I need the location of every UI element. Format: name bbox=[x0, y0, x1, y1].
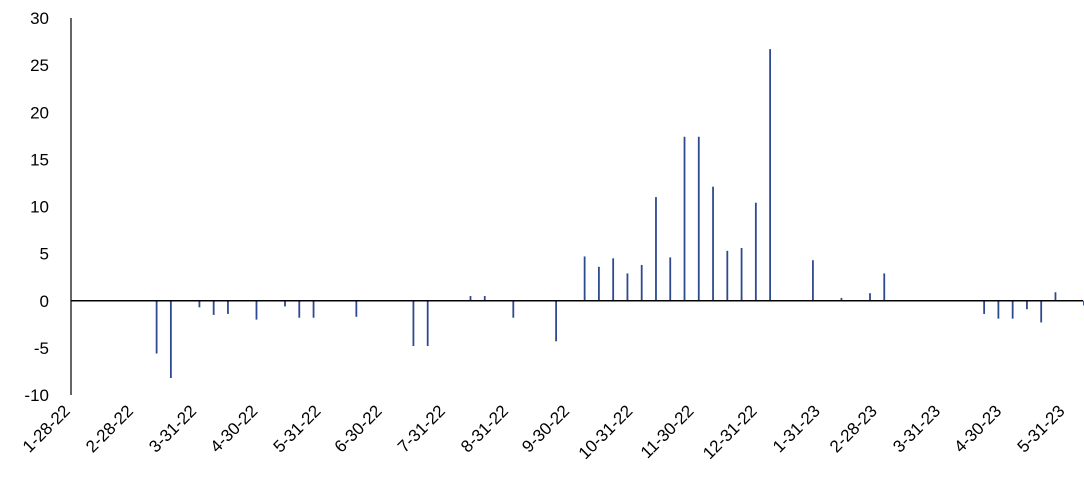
y-axis-tick-labels: -10 -5 0 5 10 15 20 25 30 bbox=[24, 9, 49, 405]
bar bbox=[155, 300, 158, 354]
x-tick-label: 2-28-22 bbox=[82, 401, 137, 456]
x-tick-label: 12-31-22 bbox=[699, 401, 761, 463]
y-tick-label: 10 bbox=[30, 198, 49, 217]
y-tick-label: 5 bbox=[40, 245, 49, 264]
bar bbox=[697, 136, 700, 301]
bar bbox=[312, 300, 315, 318]
bar bbox=[754, 202, 757, 301]
bar bbox=[683, 136, 686, 301]
bar bbox=[612, 258, 615, 301]
bar bbox=[640, 264, 643, 301]
bar bbox=[284, 300, 286, 307]
x-tick-label: 3-31-22 bbox=[145, 401, 200, 456]
bar bbox=[426, 300, 429, 346]
bar bbox=[626, 273, 629, 301]
y-tick-label: 20 bbox=[30, 103, 49, 122]
bar bbox=[740, 247, 743, 301]
x-tick-label: 7-31-22 bbox=[394, 401, 449, 456]
bar bbox=[769, 49, 772, 301]
bars bbox=[155, 49, 1084, 379]
bar bbox=[198, 300, 201, 308]
bar bbox=[169, 300, 172, 379]
bar bbox=[212, 300, 215, 315]
bar bbox=[469, 296, 472, 301]
bar bbox=[583, 256, 586, 301]
bar bbox=[355, 300, 358, 317]
bar bbox=[1040, 300, 1043, 323]
bar bbox=[412, 300, 415, 346]
y-tick-label: 15 bbox=[30, 150, 49, 169]
bar bbox=[512, 300, 515, 318]
bar bbox=[983, 300, 986, 314]
bar bbox=[669, 257, 672, 301]
y-tick-label: -5 bbox=[34, 339, 49, 358]
x-tick-label: 4-30-23 bbox=[950, 401, 1005, 456]
x-tick-label: 1-28-22 bbox=[19, 401, 74, 456]
bar bbox=[555, 300, 557, 342]
bar bbox=[712, 186, 714, 301]
x-tick-label: 5-31-23 bbox=[1014, 401, 1069, 456]
x-tick-label: 6-30-22 bbox=[331, 401, 386, 456]
bar bbox=[227, 300, 229, 314]
bar bbox=[1026, 300, 1028, 310]
bar bbox=[726, 250, 729, 301]
bar bbox=[298, 300, 301, 318]
bar bbox=[598, 266, 600, 301]
x-tick-label: 4-30-22 bbox=[206, 401, 261, 456]
x-tick-label: 11-30-22 bbox=[637, 401, 698, 462]
bar bbox=[255, 300, 258, 320]
y-tick-label: -10 bbox=[24, 386, 49, 405]
bar bbox=[869, 293, 871, 301]
bar bbox=[840, 297, 843, 301]
bar bbox=[997, 300, 1000, 319]
x-tick-label: 10-31-22 bbox=[575, 401, 637, 463]
x-axis-tick-labels: 1-28-22 2-28-22 3-31-22 4-30-22 5-31-22 6-30-… bbox=[19, 401, 1069, 463]
y-tick-label: 25 bbox=[30, 56, 49, 75]
bar bbox=[883, 273, 886, 301]
x-tick-label: 8-31-22 bbox=[457, 401, 512, 456]
bar bbox=[1011, 300, 1014, 319]
y-tick-label: 30 bbox=[30, 9, 49, 28]
bar bbox=[1054, 292, 1057, 301]
x-tick-label: 5-31-22 bbox=[270, 401, 325, 456]
x-tick-label: 3-31-23 bbox=[889, 401, 944, 456]
x-tick-label: 1-31-23 bbox=[769, 401, 824, 456]
bar bbox=[483, 296, 486, 301]
bar bbox=[812, 260, 814, 301]
x-tick-label: 9-30-22 bbox=[518, 401, 573, 456]
bar bbox=[655, 197, 657, 301]
y-tick-label: 0 bbox=[40, 292, 49, 311]
x-tick-label: 2-28-23 bbox=[826, 401, 881, 456]
